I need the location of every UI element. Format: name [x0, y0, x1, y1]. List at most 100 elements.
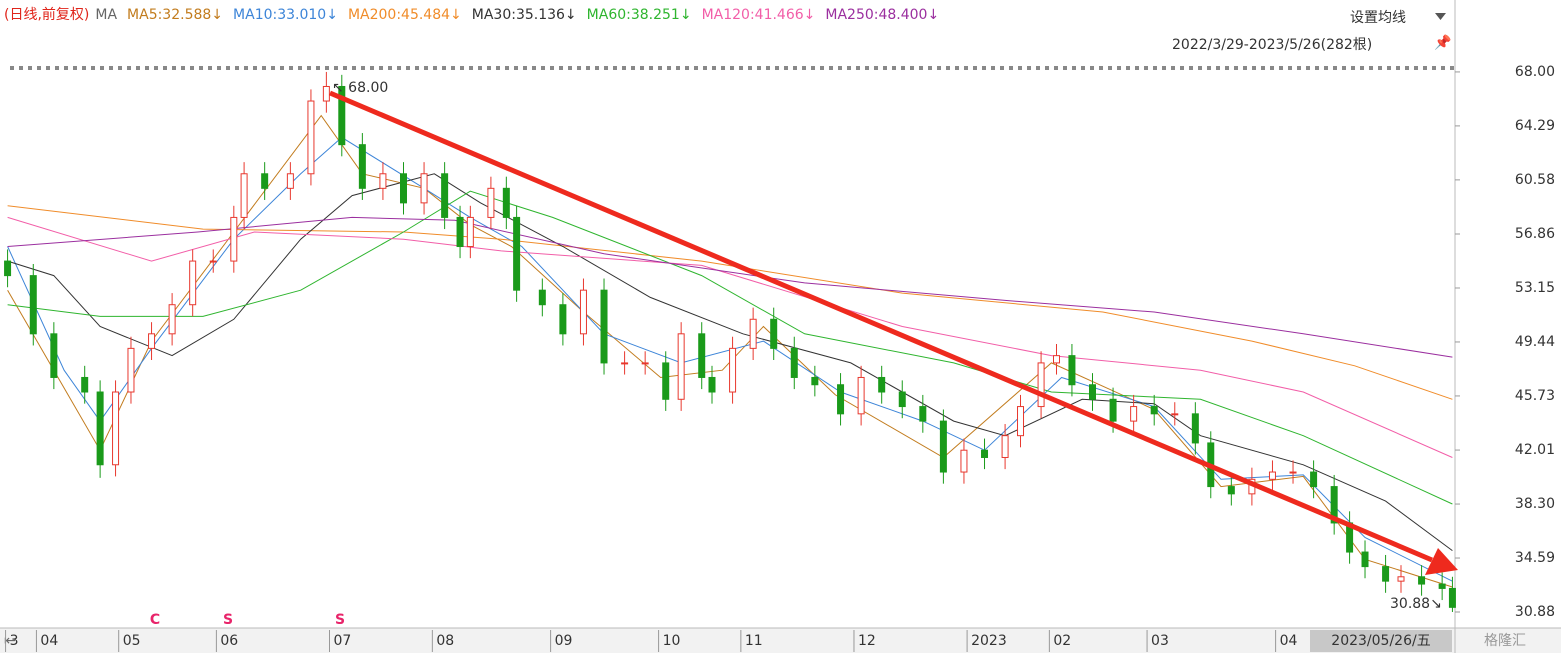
dropdown-icon[interactable] — [1435, 13, 1446, 20]
candle-body — [677, 333, 685, 400]
legend-prefix: MA — [95, 7, 117, 23]
x-tick-label: 05 — [123, 633, 141, 649]
event-markers — [5, 64, 1455, 72]
y-tick-label: 38.30 — [1515, 496, 1555, 512]
legend: (日线,前复权) MA MA5:32.588↓ MA10:33.010↓ MA200:4… — [4, 6, 939, 23]
candle-body — [322, 85, 330, 102]
y-tick-label: 34.59 — [1515, 550, 1555, 566]
candle-body — [698, 333, 706, 378]
candle-body — [1418, 576, 1426, 585]
range-label: 2022/3/29-2023/5/26(282根) — [1172, 37, 1372, 53]
candle-body — [641, 362, 649, 365]
candle-body — [379, 173, 387, 189]
legend-entry: MA250:48.400↓ — [825, 7, 939, 23]
x-tick-label: 07 — [334, 633, 352, 649]
candle-body — [358, 144, 366, 189]
candle-body — [857, 376, 865, 415]
current-date: 2023/05/26/五 — [1331, 633, 1430, 649]
settings-button[interactable]: 设置均线 — [1350, 10, 1406, 26]
candle-body — [1191, 413, 1199, 444]
candle-body — [466, 216, 474, 248]
candle-body — [1448, 587, 1456, 608]
candle-body — [939, 420, 947, 473]
candle-body — [1053, 355, 1061, 364]
y-tick-label: 42.01 — [1515, 442, 1555, 458]
x-tick-label: 04 — [40, 633, 58, 649]
candle-body — [538, 289, 546, 306]
ma-line — [7, 173, 1453, 552]
candle-body — [240, 173, 248, 218]
x-tick-label: 11 — [745, 633, 763, 649]
y-tick-label: 45.73 — [1515, 388, 1555, 404]
x-tick-label: 03 — [1151, 633, 1169, 649]
candle-body — [729, 347, 737, 393]
ma-line — [7, 216, 1453, 458]
x-axis-strip — [0, 628, 1561, 653]
scroll-icon[interactable]: ⇤ — [4, 633, 16, 649]
x-tick-label: 06 — [220, 633, 238, 649]
candle-body — [811, 376, 819, 386]
candle-body — [749, 318, 757, 349]
current-date-box — [1310, 630, 1452, 652]
x-tick-label: 02 — [1053, 633, 1071, 649]
candle-body — [1109, 398, 1117, 422]
candle-body — [1171, 413, 1179, 416]
ma-line — [7, 216, 1453, 358]
candle-body — [1130, 406, 1138, 422]
candle-body — [96, 391, 104, 466]
candle-body — [441, 173, 449, 218]
candle-body — [189, 260, 197, 306]
candle-body — [1268, 471, 1276, 480]
ma-line — [7, 190, 1453, 505]
signal: C — [150, 612, 160, 628]
candle-body — [1037, 362, 1045, 408]
candle-body — [1150, 406, 1158, 415]
candle-body — [307, 100, 315, 175]
candle-body — [1017, 406, 1025, 437]
candle-body — [919, 406, 927, 422]
x-tick-label: 10 — [663, 633, 681, 649]
candle-body — [286, 173, 294, 189]
candle-body — [487, 187, 495, 218]
x-tick-label: 12 — [858, 633, 876, 649]
candle-body — [148, 333, 156, 349]
candle-body — [837, 384, 845, 415]
candle-body — [898, 391, 906, 408]
candle-body — [456, 216, 464, 248]
candle-body — [708, 376, 716, 393]
candle-body — [4, 260, 12, 277]
candle-body — [579, 289, 587, 335]
candle-body — [662, 362, 670, 400]
candle-body — [1289, 471, 1297, 474]
x-tick-label: 3 — [10, 633, 19, 649]
candle-body — [29, 275, 37, 335]
candle-body — [790, 347, 798, 378]
signal: S — [223, 612, 233, 628]
watermark: 格隆汇 — [1484, 633, 1526, 649]
x-tick-label: 2023 — [971, 633, 1007, 649]
legend-entry: MA30:35.136↓ — [472, 7, 577, 23]
y-tick-label: 49.44 — [1515, 334, 1555, 350]
ma-line — [7, 205, 1453, 400]
annotation: ↖ 68.00 — [332, 80, 388, 96]
candle-body — [399, 173, 407, 204]
y-tick-label: 30.88 — [1515, 604, 1555, 620]
candle-body — [420, 173, 428, 204]
candle-body — [559, 304, 567, 335]
candle-body — [112, 391, 120, 466]
candle-body — [878, 376, 886, 393]
y-tick-label: 56.86 — [1515, 226, 1555, 242]
candle-body — [230, 216, 238, 262]
trend-arrow — [329, 90, 1433, 563]
candle-body — [981, 449, 989, 458]
candle-body — [338, 85, 346, 146]
trend-arrowhead — [1425, 548, 1458, 575]
x-tick-label: 09 — [555, 633, 573, 649]
pin-icon[interactable]: 📌 — [1434, 33, 1452, 51]
legend-entry: MA10:33.010↓ — [233, 7, 338, 23]
y-tick-label: 60.58 — [1515, 172, 1555, 188]
signal: S — [335, 612, 345, 628]
